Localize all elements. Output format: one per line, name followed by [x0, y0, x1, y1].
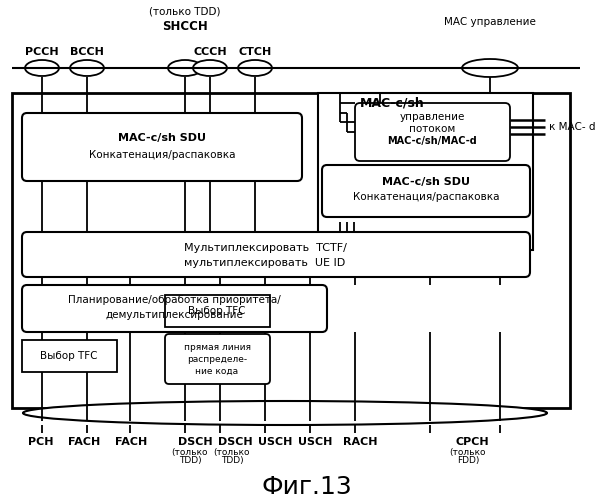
Text: BCCH: BCCH	[70, 47, 104, 57]
Text: (только: (только	[214, 448, 251, 456]
Text: CPCH: CPCH	[455, 437, 489, 447]
Text: демультиплексирование: демультиплексирование	[105, 310, 243, 320]
Text: ние кода: ние кода	[195, 366, 239, 376]
Text: TDD): TDD)	[179, 456, 201, 466]
FancyBboxPatch shape	[318, 93, 533, 250]
Text: Конкатенация/распаковка: Конкатенация/распаковка	[89, 150, 235, 160]
Text: к MAC- d: к MAC- d	[549, 122, 595, 132]
Text: прямая линия: прямая линия	[184, 342, 251, 351]
FancyBboxPatch shape	[165, 295, 270, 327]
Text: CCCH: CCCH	[193, 47, 227, 57]
Text: Выбор TFC: Выбор TFC	[188, 306, 246, 316]
FancyBboxPatch shape	[165, 334, 270, 384]
FancyBboxPatch shape	[22, 285, 327, 332]
Text: управление: управление	[399, 112, 465, 122]
Text: FACH: FACH	[115, 437, 147, 447]
Text: (только TDD): (только TDD)	[149, 7, 221, 17]
Text: мультиплексировать  UE ID: мультиплексировать UE ID	[184, 258, 346, 268]
Text: MAC-c/sh SDU: MAC-c/sh SDU	[382, 177, 470, 187]
Ellipse shape	[168, 60, 202, 76]
Text: (только: (только	[172, 448, 208, 456]
FancyBboxPatch shape	[12, 93, 570, 408]
Ellipse shape	[70, 60, 104, 76]
Text: USCH: USCH	[298, 437, 332, 447]
Text: TDD): TDD)	[220, 456, 243, 466]
FancyBboxPatch shape	[322, 165, 530, 217]
Text: (только: (только	[449, 448, 486, 456]
FancyBboxPatch shape	[22, 232, 530, 277]
Text: SHCCH: SHCCH	[162, 20, 208, 32]
Text: Фиг.13: Фиг.13	[262, 475, 352, 499]
Ellipse shape	[238, 60, 272, 76]
Text: MAC-c/sh/MAC-d: MAC-c/sh/MAC-d	[387, 136, 477, 146]
Text: потоком: потоком	[409, 124, 455, 134]
Text: CTCH: CTCH	[238, 47, 271, 57]
Ellipse shape	[23, 401, 547, 425]
Text: FACH: FACH	[68, 437, 100, 447]
Ellipse shape	[193, 60, 227, 76]
Ellipse shape	[25, 60, 59, 76]
Text: RACH: RACH	[343, 437, 378, 447]
FancyBboxPatch shape	[355, 103, 510, 161]
Text: Мультиплексировать  TCTF/: Мультиплексировать TCTF/	[184, 243, 346, 253]
Text: Конкатенация/распаковка: Конкатенация/распаковка	[353, 192, 499, 202]
Text: MAC управление: MAC управление	[444, 17, 536, 27]
FancyBboxPatch shape	[22, 340, 117, 372]
Text: FDD): FDD)	[457, 456, 479, 466]
Text: Выбор TFC: Выбор TFC	[41, 351, 98, 361]
Text: PCH: PCH	[28, 437, 53, 447]
Text: Планирование/обработка приоритета/: Планирование/обработка приоритета/	[68, 295, 281, 305]
Text: PCCH: PCCH	[25, 47, 59, 57]
FancyBboxPatch shape	[22, 113, 302, 181]
Text: MAC-c/sh: MAC-c/sh	[360, 96, 425, 110]
Text: DSCH: DSCH	[218, 437, 252, 447]
Text: MAC-c/sh SDU: MAC-c/sh SDU	[118, 133, 206, 143]
Text: распределе-: распределе-	[187, 354, 247, 364]
Text: USCH: USCH	[258, 437, 292, 447]
Text: DSCH: DSCH	[178, 437, 212, 447]
Ellipse shape	[462, 59, 518, 77]
